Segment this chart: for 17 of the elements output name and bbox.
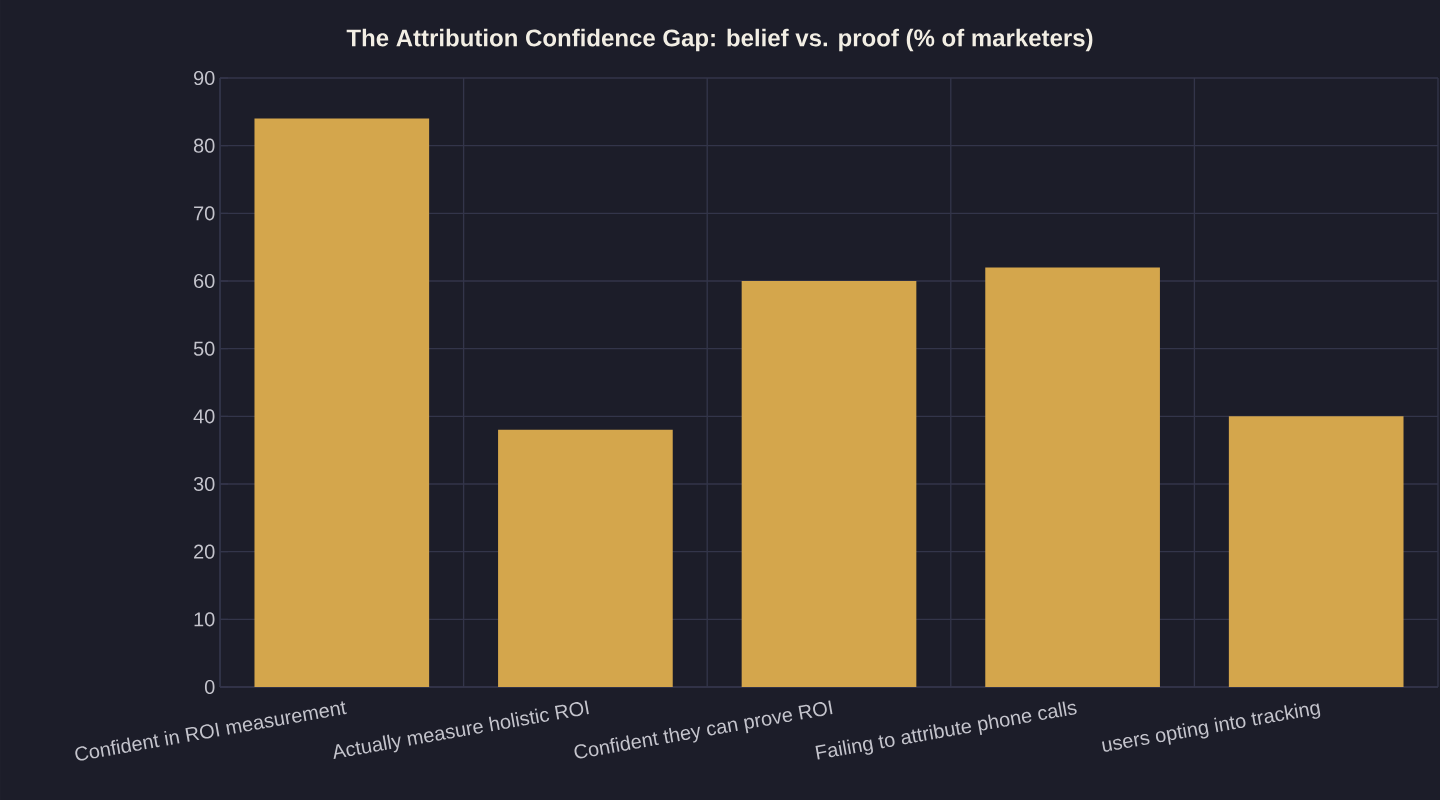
bar — [985, 267, 1160, 687]
y-tick-label: 30 — [193, 476, 215, 492]
x-tick-label: users opting into tracking — [1102, 703, 1321, 752]
bar — [498, 429, 673, 687]
y-tick-label: 40 — [193, 409, 215, 424]
bar — [254, 118, 430, 687]
y-tick-label: 80 — [193, 138, 215, 153]
y-tick-label: 90 — [193, 70, 215, 86]
bar — [741, 281, 917, 687]
y-tick-label: 70 — [194, 206, 215, 221]
bar — [1228, 416, 1404, 687]
y-tick-label: 10 — [194, 612, 215, 627]
y-tick-label: 0 — [204, 679, 215, 695]
y-tick-label: 20 — [194, 544, 215, 559]
chart-title: The Attribution Confidence Gap: belief vs. proof (% of marketers) — [346, 28, 1093, 52]
y-tick-label: 60 — [194, 273, 215, 289]
y-tick-label: 50 — [193, 341, 215, 356]
